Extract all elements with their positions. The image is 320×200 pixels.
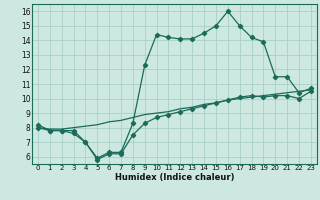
X-axis label: Humidex (Indice chaleur): Humidex (Indice chaleur): [115, 173, 234, 182]
